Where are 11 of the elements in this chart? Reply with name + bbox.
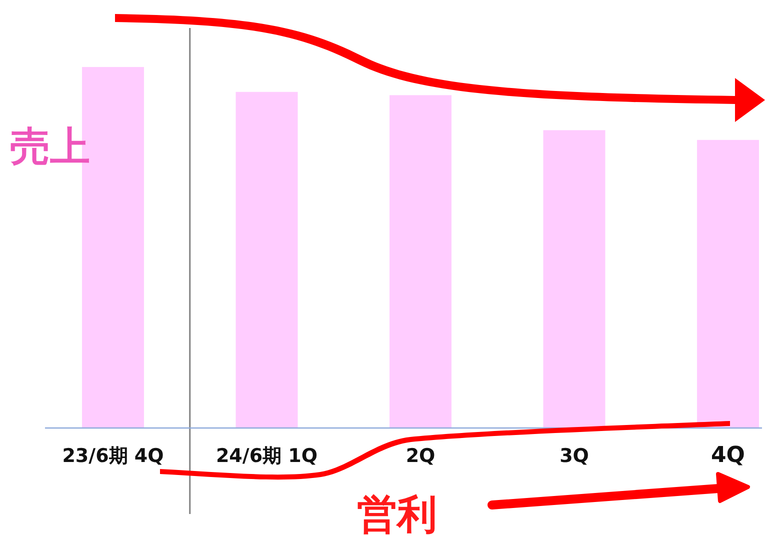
bar <box>236 92 298 428</box>
x-tick-label: 4Q <box>710 443 746 468</box>
x-tick-label: 24/6期 1Q <box>216 445 318 467</box>
bar <box>697 140 759 428</box>
annotation: 売上 <box>10 124 90 170</box>
bar <box>543 130 606 428</box>
x-tick-label: 3Q <box>560 445 589 467</box>
text: 営利 <box>357 492 437 536</box>
x-tick-label: 2Q <box>406 445 436 467</box>
x-tick-label: 23/6期 4Q <box>62 445 164 467</box>
bar <box>390 95 452 428</box>
